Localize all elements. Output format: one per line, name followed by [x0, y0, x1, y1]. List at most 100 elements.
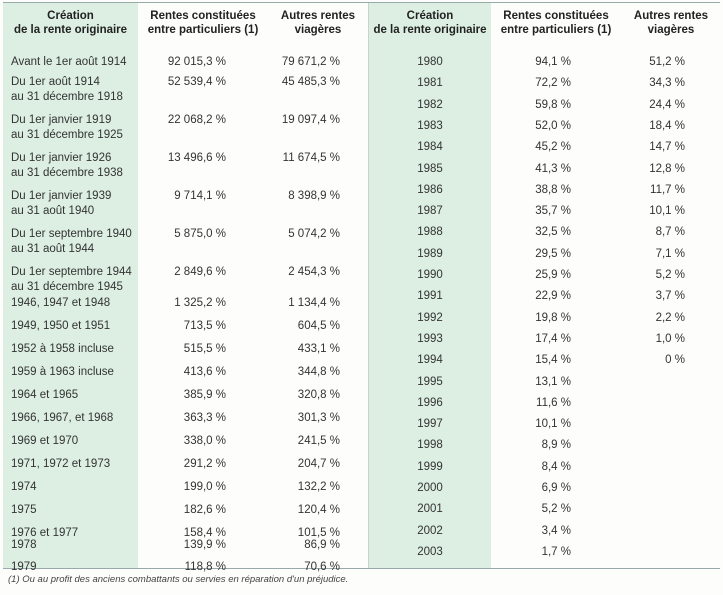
- left-row-label: 1978: [11, 539, 37, 551]
- right-row-label: 1996: [417, 396, 443, 409]
- right-row-label: 1982: [417, 98, 443, 111]
- right-row-label: 1981: [417, 77, 443, 90]
- right-row-autres: 11,7 %: [650, 183, 685, 196]
- right-row-rentes: 52,0 %: [535, 119, 571, 132]
- left-row-autres: 301,3 %: [297, 412, 340, 424]
- right-row-label: 1997: [417, 418, 443, 431]
- left-row-rentes: 52 539,4 %: [167, 76, 226, 88]
- left-row-label: 1964 et 1965: [11, 389, 79, 401]
- right-row-rentes: 94,1 %: [535, 56, 571, 68]
- right-row-autres: 51,2 %: [649, 56, 685, 68]
- left-row-label: 1975: [11, 504, 37, 516]
- header-right-autres: Autres rentes viagères: [633, 10, 709, 36]
- right-row-label: 1984: [417, 141, 443, 154]
- left-row-label: 1946, 1947 et 1948: [11, 297, 111, 309]
- left-row-autres: 11 674,5 %: [282, 152, 340, 164]
- left-row-rentes: 13 496,6 %: [167, 152, 226, 164]
- right-row-rentes: 11,6 %: [536, 396, 571, 409]
- right-row-autres: 0 %: [665, 354, 685, 367]
- right-row-autres: 14,7 %: [649, 141, 685, 154]
- right-row-label: 1990: [417, 269, 443, 281]
- left-row-autres: 604,5 %: [297, 320, 340, 332]
- left-row-autres: 79 671,2 %: [281, 56, 340, 68]
- right-row-label: 1993: [417, 332, 443, 345]
- right-row-label: 2001: [417, 503, 443, 516]
- right-row-label: 1987: [417, 205, 443, 218]
- left-row-autres: 120,4 %: [297, 504, 340, 516]
- right-row-label: 1980: [417, 56, 443, 68]
- left-row-autres: 1 134,4 %: [288, 297, 340, 309]
- right-row-autres: 10,1 %: [649, 205, 685, 218]
- right-row-rentes: 8,4 %: [541, 460, 571, 473]
- right-row-label: 1995: [417, 375, 443, 388]
- right-row-rentes: 17,4 %: [535, 332, 571, 345]
- left-row-rentes: 1 325,2 %: [174, 297, 226, 309]
- left-row-label: Du 1er septembre 1944 au 31 décembre 194…: [11, 266, 132, 293]
- right-row-autres: 8,7 %: [655, 226, 685, 239]
- left-row-label: Du 1er janvier 1939 au 31 août 1940: [11, 190, 112, 217]
- column-divider: [368, 3, 369, 568]
- footnote: (1) Ou au profit des anciens combattants…: [8, 574, 349, 585]
- left-row-autres: 204,7 %: [297, 458, 340, 470]
- left-row-rentes: 363,3 %: [183, 412, 226, 424]
- right-row-rentes: 8,9 %: [541, 439, 571, 452]
- left-row-rentes: 139,9 %: [183, 539, 226, 551]
- left-row-label: Du 1er septembre 1940 au 31 août 1944: [11, 228, 132, 255]
- right-row-label: 1983: [417, 119, 443, 132]
- right-label-column: [369, 3, 491, 568]
- right-row-rentes: 15,4 %: [535, 354, 571, 367]
- left-row-autres: 8 398,9 %: [288, 190, 340, 202]
- left-label-column: [3, 3, 138, 568]
- right-row-rentes: 19,8 %: [535, 311, 571, 324]
- left-row-autres: 132,2 %: [297, 481, 340, 493]
- right-row-autres: 18,4 %: [649, 119, 685, 132]
- left-row-autres: 70,6 %: [304, 561, 340, 573]
- left-row-rentes: 182,6 %: [183, 504, 226, 516]
- header-right-rentes: Rentes constituées entre particuliers (1…: [500, 10, 612, 36]
- left-row-label: 1974: [11, 481, 37, 493]
- right-row-autres: 34,3 %: [649, 77, 685, 90]
- left-row-autres: 45 485,3 %: [281, 76, 340, 88]
- left-row-rentes: 385,9 %: [183, 389, 226, 401]
- left-row-label: 1952 à 1958 incluse: [11, 343, 114, 355]
- left-row-autres: 5 074,2 %: [288, 228, 340, 240]
- right-row-rentes: 5,2 %: [541, 503, 571, 516]
- left-row-rentes: 118,8 %: [184, 561, 226, 573]
- left-row-autres: 19 097,4 %: [281, 114, 340, 126]
- left-row-rentes: 2 849,6 %: [174, 266, 226, 278]
- left-row-rentes: 713,5 %: [183, 320, 226, 332]
- right-row-label: 1988: [417, 226, 443, 239]
- left-row-autres: 241,5 %: [297, 435, 340, 447]
- right-row-rentes: 45,2 %: [535, 141, 571, 154]
- rates-table: Création de la rente originaire Rentes c…: [3, 2, 720, 573]
- left-row-label: 1979: [11, 561, 37, 573]
- header-left-rentes: Rentes constituées entre particuliers (1…: [147, 10, 259, 36]
- left-row-label: 1971, 1972 et 1973: [11, 458, 111, 470]
- left-row-label: Avant le 1er août 1914: [11, 56, 127, 68]
- right-row-autres: 1,0 %: [655, 332, 685, 345]
- left-row-rentes: 515,5 %: [183, 343, 226, 355]
- left-row-rentes: 338,0 %: [183, 435, 226, 447]
- right-row-rentes: 35,7 %: [535, 205, 571, 218]
- left-row-rentes: 9 714,1 %: [174, 190, 226, 202]
- left-row-autres: 433,1 %: [297, 343, 340, 355]
- right-row-label: 1989: [417, 247, 443, 260]
- right-row-rentes: 72,2 %: [535, 77, 571, 90]
- right-row-label: 1998: [417, 439, 443, 452]
- header-right-creation: Création de la rente originaire: [373, 10, 487, 36]
- left-row-rentes: 158,4 %: [183, 527, 226, 539]
- left-row-autres: 101,5 %: [297, 527, 340, 539]
- left-row-label: Du 1er août 1914 au 31 décembre 1918: [11, 76, 123, 103]
- right-row-rentes: 10,1 %: [535, 418, 571, 431]
- left-row-label: Du 1er janvier 1926 au 31 décembre 1938: [11, 152, 123, 179]
- right-row-label: 1999: [417, 460, 443, 473]
- right-row-rentes: 25,9 %: [535, 269, 571, 281]
- left-row-rentes: 92 015,3 %: [167, 56, 226, 68]
- right-row-label: 1994: [417, 354, 443, 367]
- left-row-autres: 86,9 %: [304, 539, 340, 551]
- left-row-rentes: 5 875,0 %: [174, 228, 226, 240]
- right-row-label: 1985: [417, 162, 443, 175]
- right-row-autres: 2,2 %: [655, 311, 685, 324]
- right-row-rentes: 6,9 %: [541, 482, 571, 494]
- left-row-rentes: 199,0 %: [183, 481, 226, 493]
